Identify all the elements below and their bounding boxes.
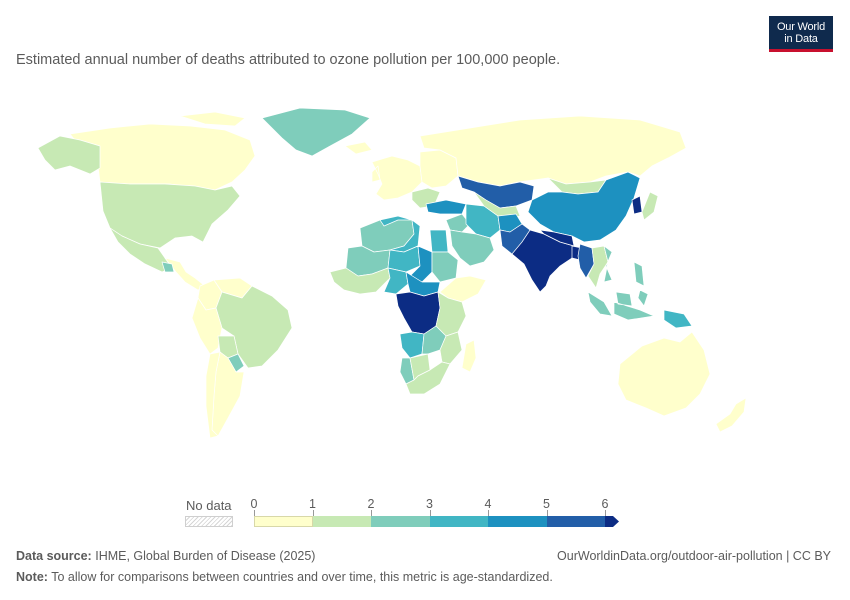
region-middle-east[interactable]: Middle East bbox=[445, 213, 471, 233]
legend-tick-label: 3 bbox=[426, 497, 433, 511]
region-indonesia[interactable]: Indonesia bbox=[587, 289, 655, 321]
region-madagascar[interactable]: Madagascar bbox=[461, 339, 477, 373]
region-peru[interactable]: Peru bbox=[191, 297, 223, 355]
legend-bin-6-plus[interactable] bbox=[605, 515, 621, 527]
region-vietnam[interactable]: Vietnam bbox=[603, 245, 613, 283]
region-guatemala[interactable]: Guatemala bbox=[161, 261, 175, 273]
legend-tick-label: 2 bbox=[367, 497, 375, 511]
legend-bin-1-2[interactable] bbox=[312, 516, 371, 527]
region-south-africa[interactable]: South Africa bbox=[405, 361, 451, 395]
no-data-swatch[interactable] bbox=[185, 516, 233, 527]
region-philippines[interactable]: Philippines bbox=[633, 261, 645, 287]
legend-tick-mark bbox=[488, 510, 489, 516]
region-brazil[interactable]: Brazil bbox=[215, 285, 293, 369]
region-australia[interactable]: Australia bbox=[617, 331, 711, 417]
region-japan[interactable]: Japan bbox=[641, 191, 659, 221]
legend-tick-label: 0 bbox=[250, 497, 258, 511]
note-text: To allow for comparisons between countri… bbox=[51, 570, 553, 584]
data-source-text[interactable]: IHME, Global Burden of Disease (2025) bbox=[95, 549, 316, 563]
note-line: Note: To allow for comparisons between c… bbox=[16, 570, 553, 584]
legend-bin-4-5[interactable] bbox=[488, 516, 547, 527]
legend-tick-mark bbox=[371, 510, 372, 516]
legend-tick-mark bbox=[429, 510, 431, 516]
legend-bin-3-4[interactable] bbox=[429, 516, 488, 527]
region-central-asia[interactable]: Central Asia bbox=[473, 191, 521, 221]
world-map: CanadaAlaskaUnited StatesGreenlandMexico… bbox=[0, 96, 850, 491]
chart-subtitle: Estimated annual number of deaths attrib… bbox=[16, 52, 561, 68]
legend-tick-label: 1 bbox=[309, 497, 316, 511]
legend-tick-mark bbox=[546, 510, 548, 516]
region-russia[interactable]: Russia bbox=[419, 115, 687, 187]
legend-tick-label: 4 bbox=[484, 497, 492, 511]
region-new-zealand[interactable]: New Zealand bbox=[715, 397, 747, 433]
country-layer: CanadaAlaskaUnited StatesGreenlandMexico… bbox=[37, 107, 747, 439]
legend-tick-label: 5 bbox=[543, 497, 550, 511]
legend-bin-2-3[interactable] bbox=[371, 516, 430, 527]
region-kazakhstan[interactable]: Kazakhstan bbox=[457, 175, 535, 209]
note-label: Note: bbox=[16, 570, 48, 584]
owid-logo[interactable]: Our World in Data bbox=[769, 16, 833, 52]
region-ethiopia-horn[interactable]: Ethiopia & Horn bbox=[439, 275, 487, 303]
legend-bin-0-1[interactable] bbox=[254, 516, 313, 527]
no-data-label: No data bbox=[186, 498, 232, 513]
legend-tick-label: 6 bbox=[601, 497, 609, 511]
legend-tick-mark bbox=[312, 510, 314, 516]
data-source-line: Data source: IHME, Global Burden of Dise… bbox=[16, 549, 315, 563]
region-chile[interactable]: Chile bbox=[205, 351, 221, 439]
region-papua-new-guinea[interactable]: Papua New Guinea bbox=[663, 309, 693, 329]
data-source-label: Data source: bbox=[16, 549, 92, 563]
legend-tick-mark bbox=[254, 510, 255, 516]
region-iceland[interactable]: Iceland bbox=[344, 141, 373, 155]
region-saudi-arabia[interactable]: Saudi Arabia bbox=[449, 229, 495, 267]
region-greenland[interactable]: Greenland bbox=[261, 107, 371, 157]
logo-line-1: Our World bbox=[776, 21, 826, 33]
region-egypt[interactable]: Egypt bbox=[429, 229, 449, 253]
region-alaska[interactable]: Alaska bbox=[37, 135, 101, 175]
region-western-europe[interactable]: Western Europe bbox=[371, 155, 423, 201]
region-china[interactable]: China bbox=[527, 171, 641, 243]
legend-tick-mark bbox=[605, 510, 606, 516]
logo-line-2: in Data bbox=[784, 33, 818, 45]
url-license[interactable]: OurWorldinData.org/outdoor-air-pollution… bbox=[557, 549, 831, 563]
legend-bin-5-6[interactable] bbox=[546, 516, 605, 527]
